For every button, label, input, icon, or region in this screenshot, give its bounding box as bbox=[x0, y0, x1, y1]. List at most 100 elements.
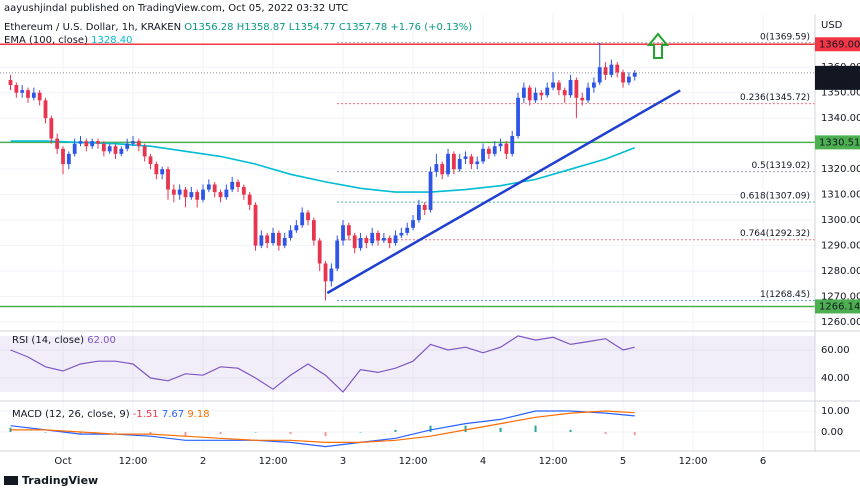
candle-body bbox=[364, 237, 369, 244]
candle-body bbox=[475, 161, 480, 165]
macd-histogram-bar bbox=[534, 425, 537, 432]
candle-body bbox=[26, 90, 30, 98]
fib-label: 0.764(1292.32) bbox=[740, 229, 810, 239]
candle-body bbox=[206, 184, 211, 190]
macd-histogram-bar bbox=[394, 429, 397, 432]
candle-body bbox=[504, 143, 509, 154]
macd-histogram-bar bbox=[359, 431, 362, 433]
candle-body bbox=[486, 148, 491, 154]
x-tick-label: 12:00 bbox=[259, 456, 288, 467]
fib-label: 1(1268.45) bbox=[760, 290, 810, 300]
candle-body bbox=[241, 187, 246, 195]
candle-body bbox=[166, 169, 170, 190]
candle-body bbox=[440, 164, 445, 175]
candle-body bbox=[218, 192, 223, 198]
candle-body bbox=[66, 153, 71, 165]
price-tag-label: 1369.00 bbox=[819, 39, 860, 50]
x-tick-label: 5 bbox=[620, 456, 626, 467]
symbol-line: Ethereum / U.S. Dollar, 1h, KRAKEN O1356… bbox=[4, 22, 472, 33]
macd-histogram-bar bbox=[114, 431, 117, 433]
candle-body bbox=[352, 235, 357, 249]
candle-body bbox=[335, 240, 340, 269]
x-tick-label: 12:00 bbox=[119, 456, 148, 467]
candle-body bbox=[609, 64, 614, 75]
candle-body bbox=[20, 90, 25, 93]
currency: USD bbox=[821, 20, 843, 31]
fib-label: 0.236(1345.72) bbox=[740, 93, 810, 103]
x-tick-label: 12:00 bbox=[539, 456, 568, 467]
candle-body bbox=[428, 171, 433, 210]
candle-body bbox=[451, 153, 456, 170]
candle-body bbox=[586, 87, 590, 101]
candle-body bbox=[481, 148, 485, 162]
x-tick-label: 4 bbox=[480, 456, 486, 467]
y-tick-label: 1350.00 bbox=[821, 88, 860, 99]
rsi-legend: RSI (14, close) 62.00 bbox=[12, 335, 116, 346]
price-tag-label: 1266.14 bbox=[819, 301, 860, 312]
macd-histogram-bar bbox=[324, 431, 327, 437]
candle-body bbox=[411, 220, 415, 228]
candle-body bbox=[55, 138, 60, 149]
y-tick-label: 1300.00 bbox=[821, 215, 860, 226]
macd-legend: MACD (12, 26, close, 9) -1.51 7.67 9.18 bbox=[12, 409, 210, 420]
y-tick-label: 1280.00 bbox=[821, 266, 860, 277]
candle-body bbox=[189, 192, 194, 198]
candle-body bbox=[545, 87, 550, 96]
symbol: Ethereum / U.S. Dollar, 1h, KRAKEN bbox=[4, 22, 181, 33]
y-tick-label: 1260.00 bbox=[821, 317, 860, 328]
candle-body bbox=[8, 79, 13, 86]
candle-body bbox=[259, 235, 264, 246]
candle-body bbox=[84, 141, 89, 147]
fib-label: 0.618(1307.09) bbox=[740, 192, 810, 202]
candle-body bbox=[358, 237, 363, 249]
candle-body bbox=[148, 156, 153, 165]
candle-body bbox=[381, 237, 386, 241]
candle-body bbox=[597, 67, 602, 83]
y-tick-label: 1320.00 bbox=[821, 164, 860, 175]
candle-body bbox=[247, 194, 252, 205]
fib-label: 0(1369.59) bbox=[760, 32, 810, 42]
candle-body bbox=[574, 79, 579, 98]
price-tag bbox=[815, 135, 860, 150]
price-tag bbox=[815, 37, 860, 52]
x-tick-label: 12:00 bbox=[679, 456, 708, 467]
candle-body bbox=[416, 204, 421, 221]
candle-body bbox=[627, 76, 631, 83]
candle-body bbox=[276, 232, 281, 246]
candle-body bbox=[463, 156, 468, 159]
candle-body bbox=[346, 225, 351, 236]
candle-body bbox=[621, 72, 625, 83]
candle-body bbox=[323, 263, 328, 282]
candle-body bbox=[521, 87, 526, 98]
candle-body bbox=[376, 232, 380, 241]
candle-body bbox=[160, 169, 165, 175]
x-tick-label: Oct bbox=[54, 456, 71, 467]
publisher: aayushjindal published on TradingView.co… bbox=[4, 3, 348, 14]
candle-body bbox=[615, 64, 620, 73]
macd-histogram-bar bbox=[184, 431, 187, 437]
candle-body bbox=[271, 232, 275, 244]
macd-histogram-bar bbox=[254, 431, 257, 433]
candle-body bbox=[527, 87, 532, 101]
ema-legend: EMA (100, close) 1328.40 bbox=[4, 35, 133, 46]
rsi-line bbox=[10, 335, 635, 393]
x-tick-label: 6 bbox=[760, 456, 766, 467]
candle-body bbox=[90, 141, 95, 147]
macd-histogram-bar bbox=[429, 425, 432, 432]
x-tick-label: 3 bbox=[340, 456, 346, 467]
candle-body bbox=[43, 100, 48, 119]
candle-body bbox=[154, 164, 159, 175]
candle-body bbox=[580, 97, 585, 101]
y-tick-label: 1340.00 bbox=[821, 113, 860, 124]
candle-body bbox=[498, 143, 503, 147]
footer-brand: TradingView bbox=[22, 474, 98, 487]
candle-body bbox=[556, 82, 561, 91]
candle-body bbox=[393, 235, 398, 244]
price-tag-label: 1330.51 bbox=[819, 137, 860, 148]
macd-histogram-bar bbox=[79, 431, 82, 435]
candle-body bbox=[510, 136, 515, 154]
candle-body bbox=[171, 189, 176, 195]
candle-body bbox=[551, 82, 555, 88]
ema-name: EMA (100, close) bbox=[4, 35, 88, 46]
candle-body bbox=[434, 164, 439, 172]
